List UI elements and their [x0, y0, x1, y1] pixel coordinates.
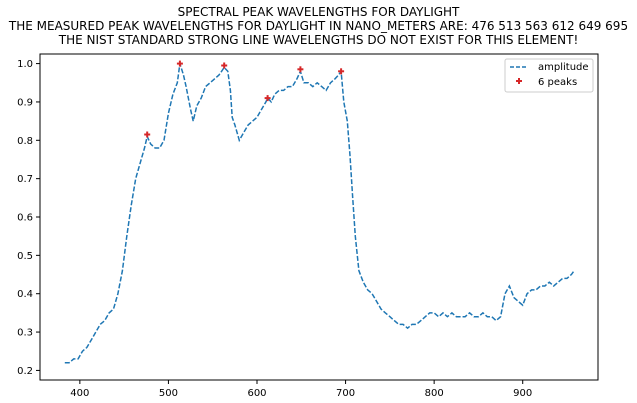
x-tick-label: 700	[336, 388, 355, 399]
x-tick-label: 900	[513, 388, 532, 399]
series-line-amplitude	[64, 63, 575, 364]
y-tick-label: 1.0	[17, 59, 33, 70]
peak-markers	[144, 60, 345, 138]
plot-area	[39, 53, 599, 381]
peak-marker	[144, 131, 151, 138]
x-tick-label: 500	[159, 388, 178, 399]
peak-marker	[338, 68, 345, 75]
y-tick-label: 0.9	[17, 97, 33, 108]
y-tick-label: 0.6	[17, 213, 33, 224]
y-tick-label: 0.5	[17, 251, 33, 262]
y-tick-label: 0.4	[17, 289, 33, 300]
y-tick-label: 0.3	[17, 328, 33, 339]
x-axis: 400 500 600 700 800 900	[70, 380, 532, 399]
peak-marker	[264, 95, 271, 102]
y-tick-label: 0.2	[17, 366, 33, 377]
peak-marker	[176, 60, 183, 67]
y-axis: 0.2 0.3 0.4 0.5 0.6 0.7 0.8 0.9 1.0	[17, 59, 40, 377]
legend: amplitude 6 peaks	[504, 58, 594, 93]
y-tick-label: 0.8	[17, 136, 33, 147]
y-tick-label: 0.7	[17, 174, 33, 185]
chart-subtitle-peaks: THE MEASURED PEAK WAVELENGTHS FOR DAYLIG…	[8, 19, 629, 33]
legend-box	[504, 58, 594, 93]
peak-marker	[297, 66, 304, 73]
x-tick-label: 800	[425, 388, 444, 399]
x-tick-label: 600	[247, 388, 266, 399]
peak-marker	[221, 62, 228, 69]
chart-titles: SPECTRAL PEAK WAVELENGTHS FOR DAYLIGHT T…	[0, 5, 637, 47]
legend-swatch-peaks	[516, 78, 522, 84]
x-tick-label: 400	[70, 388, 89, 399]
chart-title: SPECTRAL PEAK WAVELENGTHS FOR DAYLIGHT	[177, 5, 460, 19]
legend-label-amplitude: amplitude	[538, 62, 589, 73]
legend-label-peaks: 6 peaks	[538, 77, 577, 88]
chart-subtitle-nist: THE NIST STANDARD STRONG LINE WAVELENGTH…	[58, 33, 579, 47]
